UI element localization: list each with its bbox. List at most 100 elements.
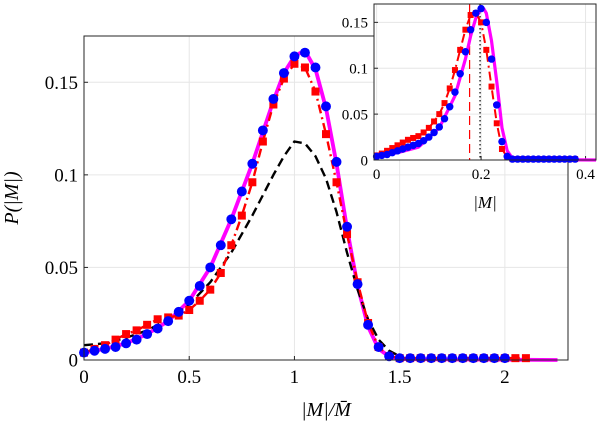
main-series-3-point	[299, 47, 310, 58]
main-series-3-point	[236, 186, 247, 197]
inset-series-1-point	[451, 67, 458, 74]
main-series-3-point	[489, 353, 500, 364]
main-series-2-point	[122, 330, 131, 339]
inset-series-2-point	[435, 123, 444, 131]
main-series-3-point	[394, 353, 405, 364]
main-series-2-point	[322, 130, 330, 139]
inset-series-1-point	[446, 85, 453, 92]
main-series-2-point	[237, 211, 246, 220]
main-series-3-point	[100, 343, 111, 354]
main-x-tick-label: 1.5	[388, 367, 412, 388]
inset-series-1-point	[483, 46, 490, 53]
inset-series-2-point	[508, 155, 517, 163]
inset-series-2-point	[472, 9, 480, 17]
main-series-2-point	[216, 268, 225, 277]
main-series-3-point	[415, 353, 426, 364]
inset-series-2-point	[498, 137, 506, 146]
main-series-3-point	[89, 345, 100, 356]
main-series-3-point	[447, 353, 458, 364]
inset-series-1-point	[431, 118, 438, 125]
inset-series-2-point	[534, 155, 543, 163]
inset-series-2-point	[529, 155, 538, 163]
inset-series-2-point	[571, 155, 579, 163]
main-x-tick-label: 0.5	[177, 367, 201, 388]
main-series-3-point	[436, 353, 447, 364]
main-series-3-point	[163, 316, 174, 327]
main-x-tick-label: 1	[290, 367, 300, 388]
inset-series-1-point	[436, 111, 443, 118]
inset-series-1-point	[462, 26, 469, 33]
main-series-2-point	[227, 241, 236, 250]
main-series-2-point	[511, 354, 520, 363]
main-series-3-point	[457, 353, 468, 364]
inset-series-1-point	[457, 46, 464, 53]
inset-series-2-point	[461, 47, 470, 56]
inset-series-1-point	[415, 133, 422, 140]
main-series	[79, 47, 558, 364]
main-series-3-point	[321, 101, 331, 112]
main-y-tick-label: 0.1	[54, 166, 78, 187]
inset-series-2-point	[425, 133, 433, 141]
main-series-3-point	[331, 156, 342, 167]
main-series-3-point	[194, 280, 205, 291]
inset-y-tick-label: 0.15	[342, 16, 368, 32]
main-series-2-point	[311, 87, 320, 96]
main-series-2-point	[143, 320, 152, 329]
main-y-axis-label: P(|M|)	[1, 171, 23, 226]
main-series-2-point	[248, 178, 257, 187]
main-series-2-point	[185, 306, 194, 315]
main-series-3-point	[373, 342, 384, 353]
inset-series-2-point	[419, 137, 428, 145]
main-series-3-point	[131, 334, 142, 345]
main-series-3-point	[268, 93, 279, 104]
inset-series-1-point	[467, 12, 474, 19]
main-series-3-point	[173, 306, 184, 317]
inset-series-2-point	[555, 155, 564, 163]
main-x-tick-label: 2	[500, 367, 510, 388]
inset-series-1-point	[478, 19, 485, 26]
inset-y-tick-label: 0.05	[342, 107, 368, 123]
inset-axes-frame	[373, 3, 597, 161]
inset-series	[372, 4, 597, 163]
main-series-3-point	[257, 125, 268, 136]
main-series-2-point	[206, 285, 215, 294]
main-series-2-point	[111, 335, 120, 344]
main-x-axis-label: |M|/M̄	[301, 399, 352, 421]
main-series-3-point	[247, 158, 258, 169]
inset-series-2-point	[540, 155, 548, 163]
main-series-3-point	[152, 323, 163, 334]
main-series-2-point	[343, 230, 352, 239]
main-series-3-point	[342, 221, 353, 232]
inset-series-2-point	[451, 88, 459, 96]
inset-series-1-point	[498, 145, 505, 152]
main-series-3-point	[405, 353, 416, 364]
inset-series-1-point	[488, 83, 495, 90]
main-series-2-point	[195, 296, 204, 305]
inset-x-axis-label: |M|	[473, 193, 497, 212]
main-series-3-point	[110, 342, 121, 353]
inset-x-tick-label: 0	[373, 167, 381, 183]
inset-series-2-point	[513, 155, 522, 163]
main-series-3-point	[142, 329, 153, 340]
inset-series-2-point	[466, 25, 475, 34]
main-series-3-point	[426, 353, 437, 364]
main-series-3-point	[121, 338, 132, 349]
main-series-3-point	[352, 279, 363, 290]
inset-series-2-point	[560, 155, 569, 163]
main-series-3-point	[499, 353, 510, 364]
main-x-tick-label: 0	[79, 367, 89, 388]
inset-x-tick-label: 0.4	[576, 167, 595, 183]
main-y-tick-label: 0	[69, 351, 79, 372]
inset-series-1-point	[399, 139, 406, 146]
main-series-3-point	[184, 295, 195, 306]
main-series-2-point	[332, 178, 341, 187]
inset-plot-area	[374, 4, 596, 160]
inset-reference-lines	[468, 4, 481, 160]
inset-series-2-point	[430, 128, 438, 137]
main-axes-frame	[83, 35, 569, 361]
inset-y-tick-label: 0.1	[349, 61, 368, 77]
inset-y-tick-label: 0	[361, 153, 369, 169]
main-series-3-point	[289, 51, 300, 62]
inset-series-2-point	[487, 55, 496, 63]
